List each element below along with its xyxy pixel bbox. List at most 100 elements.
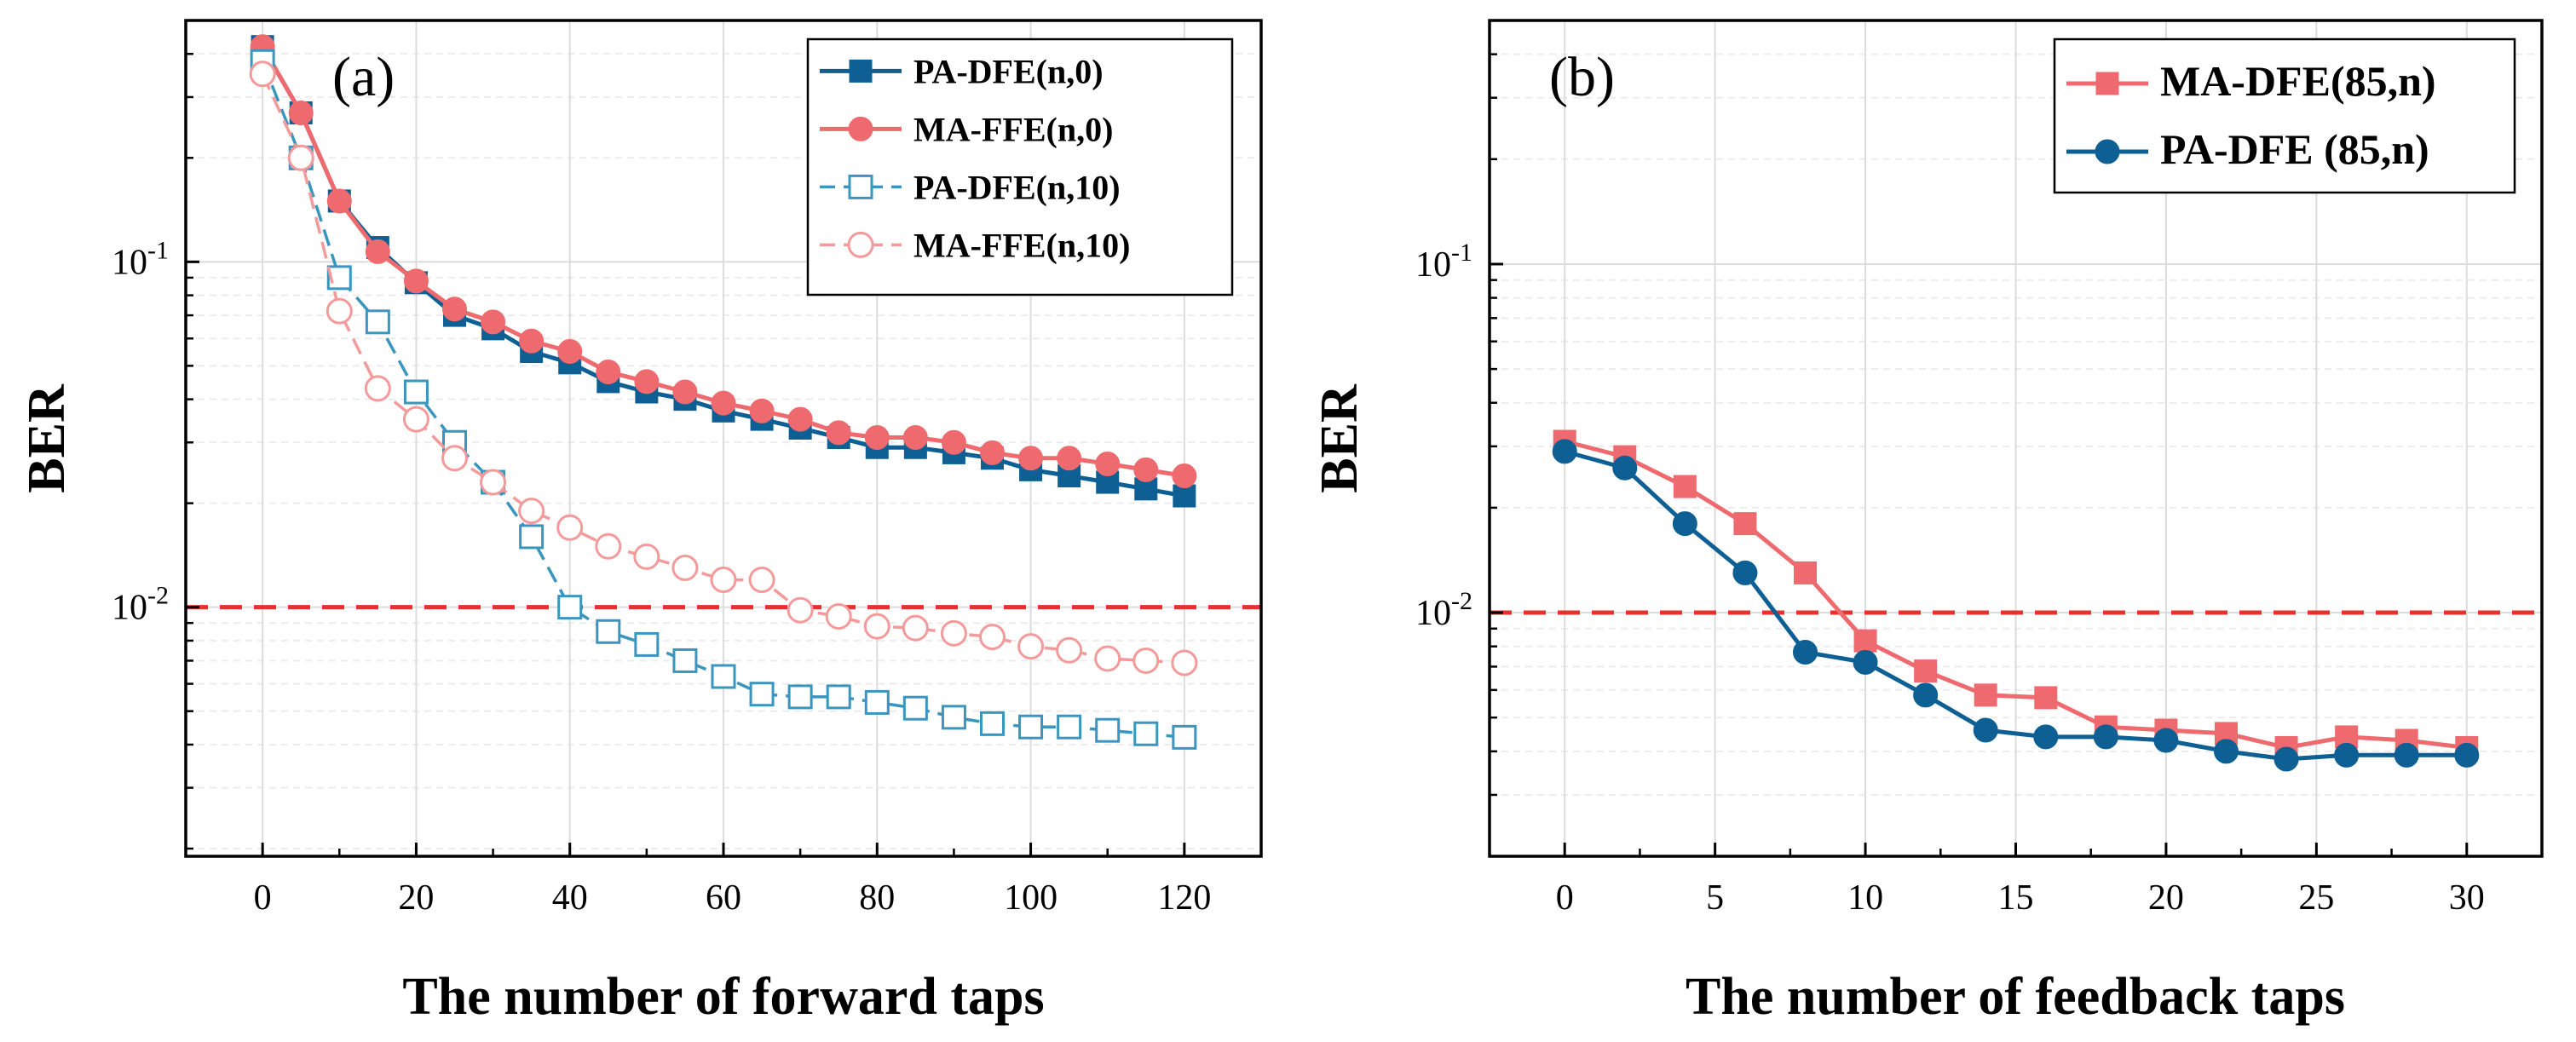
data-point (2454, 742, 2480, 768)
data-point (1793, 639, 1818, 665)
data-point (1171, 649, 1198, 676)
data-point (481, 309, 506, 335)
series-line (1564, 439, 2468, 751)
x-axis-title: The number of forward taps (402, 968, 1044, 1026)
data-point (1132, 647, 1160, 674)
data-point (1913, 682, 1939, 708)
series-PA-DFE (85,n) (1552, 439, 2480, 772)
y-tick-label: 10-2 (112, 582, 169, 628)
data-point (672, 648, 698, 673)
series-MA-FFE(n,10) (249, 60, 1198, 676)
legend: MA-DFE(85,n) PA-DFE (85,n) (2053, 37, 2516, 194)
x-tick-label: 120 (1157, 878, 1211, 918)
legend-box (806, 37, 1234, 296)
x-tick-label: 20 (2148, 878, 2184, 918)
data-point (902, 695, 928, 721)
x-tick-label: 40 (552, 878, 588, 918)
data-point (1612, 455, 1638, 481)
data-point (1095, 451, 1121, 476)
data-point (980, 711, 1005, 736)
data-point (249, 60, 276, 88)
data-point (710, 567, 737, 594)
data-point (1172, 724, 1197, 750)
x-tick-label: 0 (254, 878, 272, 918)
data-point (519, 524, 545, 550)
data-point (2033, 724, 2059, 750)
x-tick-label: 10 (1847, 878, 1883, 918)
data-point (403, 379, 429, 405)
data-point (826, 684, 851, 710)
y-axis-title: BER (18, 383, 76, 493)
x-tick-label: 80 (859, 878, 895, 918)
panel-b: 0 5 10 15 20 25 30 10-1 10-2 The number of feedba… (1311, 19, 2544, 1026)
data-point (672, 379, 698, 405)
data-point (326, 188, 352, 214)
data-point (1095, 717, 1121, 743)
data-point (1017, 633, 1045, 660)
data-point (557, 339, 583, 365)
legend-label: MA-DFE(85,n) (2160, 57, 2436, 105)
data-point (711, 390, 736, 416)
data-point (402, 406, 429, 433)
series-line (1564, 449, 2467, 762)
data-point (864, 424, 890, 450)
panel-label: (a) (332, 46, 395, 108)
data-point (1672, 511, 1697, 537)
data-point (2214, 739, 2239, 764)
data-point (1018, 446, 1044, 471)
x-tick-label: 15 (1998, 878, 2034, 918)
legend-marker (2095, 139, 2120, 164)
x-tick-label: 0 (1556, 878, 1574, 918)
data-point (2334, 742, 2360, 768)
legend-item: MA-FFE(n,10) (820, 226, 1130, 264)
data-point (1552, 439, 1577, 464)
data-point (287, 144, 314, 171)
y-tick-label: 10-1 (1415, 239, 1472, 285)
legend-marker (848, 116, 873, 141)
data-point (634, 369, 660, 394)
legend-marker (848, 174, 873, 199)
panel-a: 0 20 40 60 80 100 120 10-1 10-2 The number of for… (18, 19, 1263, 1026)
data-point (787, 596, 814, 624)
data-point (557, 595, 583, 620)
data-point (441, 445, 468, 472)
x-tick-label: 100 (1004, 878, 1057, 918)
legend: PA-DFE(n,0) MA-FFE(n,0) PA-DFE(n,10) MA-FFE… (806, 37, 1234, 296)
legend-item: MA-FFE(n,0) (820, 110, 1113, 148)
data-point (1853, 649, 1878, 675)
data-point (1973, 717, 1998, 743)
data-point (902, 614, 929, 642)
data-point (940, 619, 967, 647)
data-point (1094, 645, 1121, 672)
data-point (365, 309, 390, 335)
legend-label: PA-DFE(n,0) (913, 52, 1104, 90)
data-point (288, 100, 314, 125)
data-point (1057, 446, 1082, 471)
legend-item: PA-DFE(n,10) (820, 168, 1121, 206)
x-tick-label: 5 (1706, 878, 1724, 918)
data-point (1096, 470, 1120, 494)
data-point (403, 268, 429, 294)
y-axis-title: BER (1311, 383, 1369, 493)
data-point (826, 420, 851, 446)
data-point (2153, 728, 2179, 753)
data-point (364, 375, 391, 402)
data-point (1853, 629, 1877, 653)
data-point (2273, 746, 2299, 772)
legend-label: MA-FFE(n,0) (913, 110, 1113, 148)
x-axis-title: The number of feedback taps (1686, 968, 2345, 1026)
legend-label: MA-FFE(n,10) (913, 226, 1130, 264)
x-tick-label: 20 (398, 878, 434, 918)
data-point (519, 328, 545, 354)
data-point (902, 424, 928, 450)
data-point (595, 533, 622, 560)
data-point (1914, 659, 1938, 683)
data-point (864, 689, 890, 715)
data-point (556, 514, 584, 541)
data-point (749, 682, 775, 707)
data-point (787, 684, 813, 710)
x-tick-label: 25 (2298, 878, 2334, 918)
x-tick-label: 60 (706, 878, 741, 918)
legend-marker (849, 59, 873, 83)
